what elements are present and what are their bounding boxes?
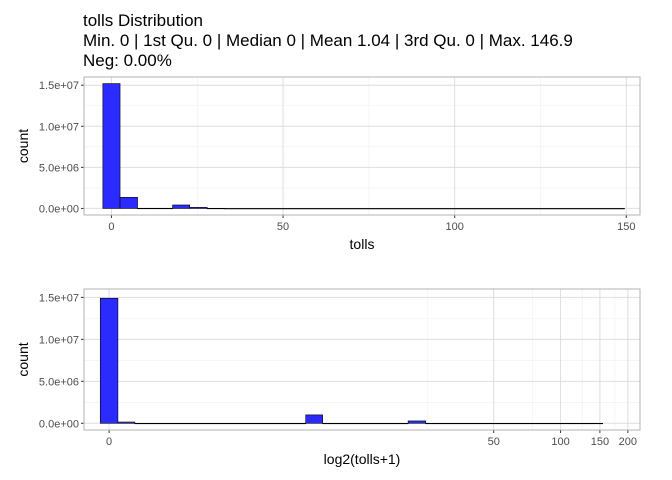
y-tick-label: 0.0e+00 <box>39 418 79 430</box>
x-tick-label: 150 <box>591 436 609 448</box>
histogram-bar <box>99 297 119 424</box>
y-tick-label: 5.0e+06 <box>39 162 79 174</box>
x-tick-label: 150 <box>617 221 635 233</box>
histogram-bar <box>206 208 226 210</box>
histogram-bar <box>137 207 156 210</box>
x-tick-label: 50 <box>488 436 500 448</box>
panel-background-1 <box>84 77 640 215</box>
panel-border-1 <box>83 76 641 216</box>
histogram-bar <box>102 83 121 209</box>
histogram-bar <box>119 197 138 209</box>
chart-title-block: tolls Distribution Min. 0 | 1st Qu. 0 | … <box>83 11 573 71</box>
y-tick-label: 1.0e+07 <box>39 334 79 346</box>
chart-subtitle-negative: Neg: 0.00% <box>83 51 172 70</box>
x-tick-label: 100 <box>445 221 463 233</box>
y-tick-label: 1.5e+07 <box>39 292 79 304</box>
chart-title: tolls Distribution <box>83 11 203 30</box>
y-tick-label: 0.0e+00 <box>39 203 79 215</box>
histogram-bar <box>189 207 208 209</box>
histogram-bar <box>154 207 173 210</box>
y-axis-title: count <box>15 342 31 376</box>
histogram-bar <box>134 422 307 425</box>
histogram-bar <box>425 422 604 425</box>
x-tick-label: 50 <box>277 221 289 233</box>
y-tick-label: 1.5e+07 <box>39 80 79 92</box>
histogram-bar <box>224 208 625 210</box>
panel-border-2 <box>83 288 641 431</box>
y-tick-label: 1.0e+07 <box>39 121 79 133</box>
panel-background-2 <box>84 289 640 430</box>
x-tick-label: 100 <box>551 436 569 448</box>
histogram-bar <box>305 414 323 424</box>
x-axis-title: log2(tolls+1) <box>324 451 401 467</box>
x-tick-label: 200 <box>619 436 637 448</box>
histogram-bar <box>407 420 427 424</box>
histogram-bar <box>117 421 136 424</box>
x-tick-label: 0 <box>108 221 114 233</box>
histogram-bar <box>322 422 409 425</box>
x-axis-title: tolls <box>350 236 375 252</box>
y-axis-title: count <box>15 129 31 163</box>
y-tick-label: 5.0e+06 <box>39 376 79 388</box>
histogram-bar <box>172 204 191 209</box>
chart-subtitle-summary: Min. 0 | 1st Qu. 0 | Median 0 | Mean 1.0… <box>83 31 573 50</box>
x-tick-label: 0 <box>106 436 112 448</box>
